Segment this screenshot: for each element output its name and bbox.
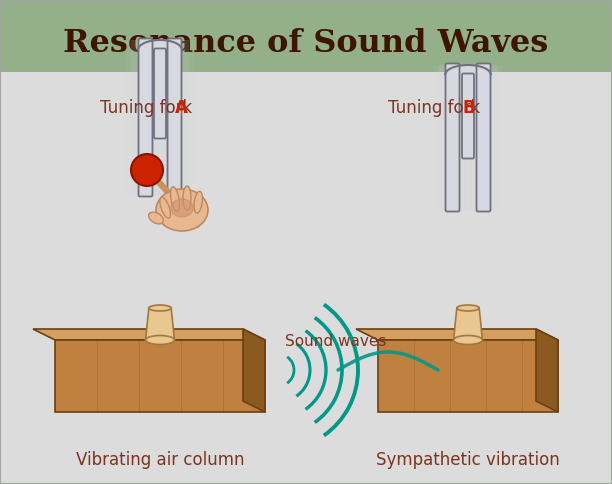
FancyBboxPatch shape — [446, 63, 460, 212]
Ellipse shape — [457, 305, 479, 311]
Text: Sound waves: Sound waves — [285, 334, 386, 349]
Polygon shape — [445, 65, 491, 75]
Bar — [0, 72, 612, 484]
Bar — [487, 65, 498, 210]
Bar — [461, 65, 472, 210]
Polygon shape — [378, 340, 558, 412]
Bar — [126, 40, 137, 195]
Bar — [464, 65, 475, 210]
Ellipse shape — [194, 191, 203, 213]
FancyBboxPatch shape — [168, 39, 182, 197]
Bar — [0, 0, 612, 72]
Bar — [433, 65, 444, 210]
Polygon shape — [453, 308, 482, 340]
Polygon shape — [536, 329, 558, 412]
FancyBboxPatch shape — [138, 39, 152, 197]
Bar — [131, 40, 142, 195]
Text: Tuning fork: Tuning fork — [100, 99, 198, 117]
Bar — [438, 65, 449, 210]
Bar — [183, 40, 194, 195]
Ellipse shape — [160, 197, 171, 218]
Ellipse shape — [149, 212, 163, 224]
Bar — [178, 40, 189, 195]
Polygon shape — [243, 329, 265, 412]
Bar — [154, 40, 165, 195]
Circle shape — [131, 154, 163, 186]
Bar — [469, 65, 480, 210]
Ellipse shape — [171, 199, 193, 217]
Ellipse shape — [156, 189, 208, 231]
Ellipse shape — [183, 186, 191, 210]
Bar — [456, 65, 467, 210]
Polygon shape — [138, 40, 182, 50]
Polygon shape — [356, 329, 558, 340]
FancyBboxPatch shape — [154, 48, 166, 138]
FancyBboxPatch shape — [477, 63, 490, 212]
Text: Resonance of Sound Waves: Resonance of Sound Waves — [63, 29, 549, 60]
Bar — [155, 40, 166, 195]
Polygon shape — [55, 340, 265, 412]
Bar — [160, 40, 171, 195]
Ellipse shape — [453, 335, 482, 345]
Bar — [492, 65, 503, 210]
Text: Sympathetic vibration: Sympathetic vibration — [376, 451, 560, 469]
Polygon shape — [33, 329, 265, 340]
FancyBboxPatch shape — [462, 74, 474, 158]
Text: A: A — [175, 99, 188, 117]
Ellipse shape — [146, 335, 174, 345]
Ellipse shape — [171, 187, 179, 212]
Polygon shape — [146, 308, 174, 340]
Bar — [149, 40, 160, 195]
Text: B: B — [463, 99, 476, 117]
Text: Tuning fork: Tuning fork — [388, 99, 485, 117]
Ellipse shape — [149, 305, 171, 311]
Text: Vibrating air column: Vibrating air column — [76, 451, 244, 469]
